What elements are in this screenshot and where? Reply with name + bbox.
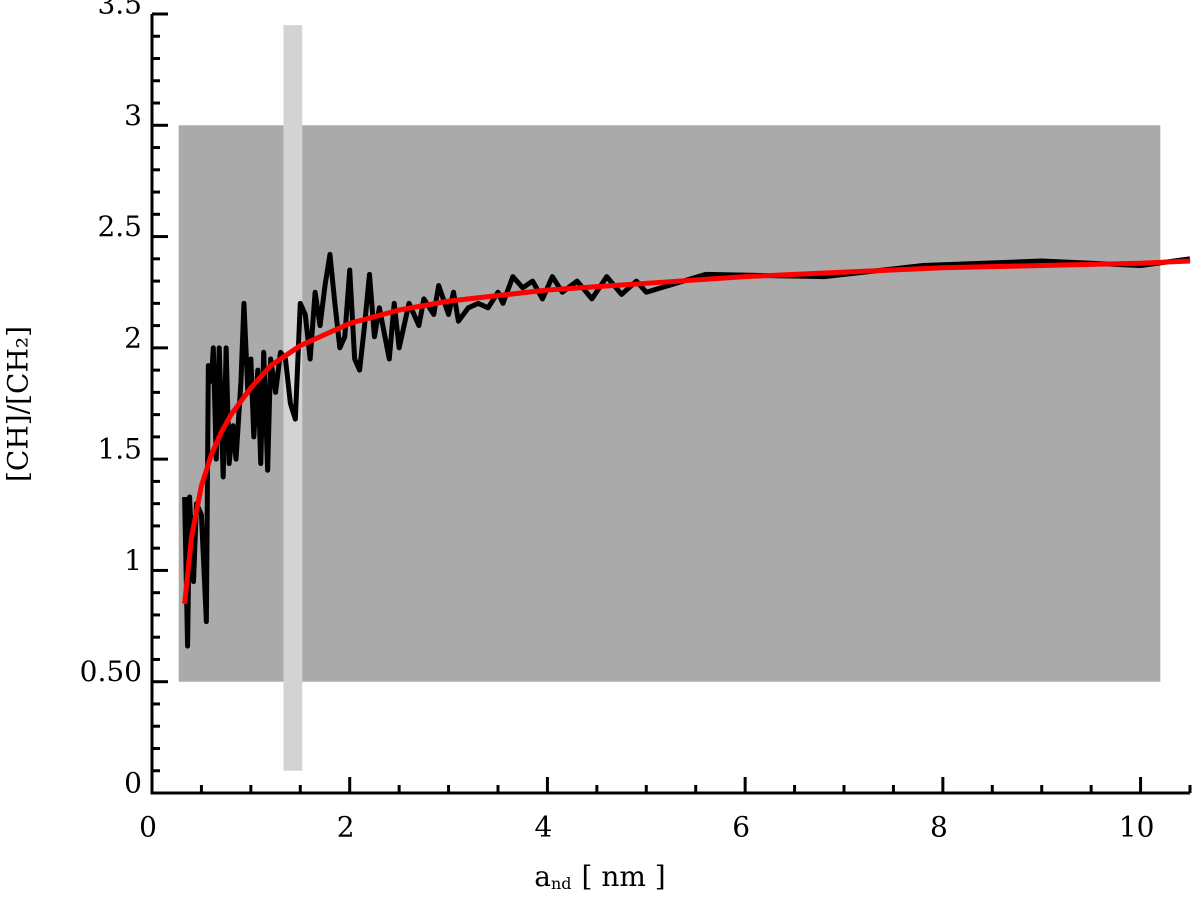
x-label-sub: nd bbox=[551, 874, 572, 893]
y-tick-label: 0.50 bbox=[80, 655, 142, 688]
y-tick-label: 0 bbox=[124, 767, 142, 800]
x-tick-label: 0 bbox=[139, 811, 157, 844]
y-tick-label: 1 bbox=[124, 544, 142, 577]
x-tick-label: 6 bbox=[732, 811, 750, 844]
x-label-main: a bbox=[534, 860, 551, 893]
x-tick-label: 2 bbox=[337, 811, 355, 844]
y-tick-label: 1.5 bbox=[97, 433, 142, 466]
shaded-region bbox=[178, 125, 1161, 682]
y-tick-label: 3 bbox=[124, 99, 142, 132]
data-line bbox=[182, 258, 1191, 605]
x-axis-label: and [ nm ] bbox=[534, 860, 665, 893]
y-tick-label: 3.5 bbox=[97, 0, 142, 21]
x-label-unit: [ nm ] bbox=[582, 860, 666, 893]
y-axis-label: [CH]/[CH₂] bbox=[2, 326, 35, 482]
x-tick-label: 8 bbox=[930, 811, 948, 844]
x-tick-label: 4 bbox=[535, 811, 553, 844]
x-tick-label: 10 bbox=[1119, 811, 1155, 844]
shaded-region bbox=[283, 25, 303, 771]
y-tick-label: 2 bbox=[124, 321, 142, 354]
y-tick-label: 2.5 bbox=[97, 210, 142, 243]
